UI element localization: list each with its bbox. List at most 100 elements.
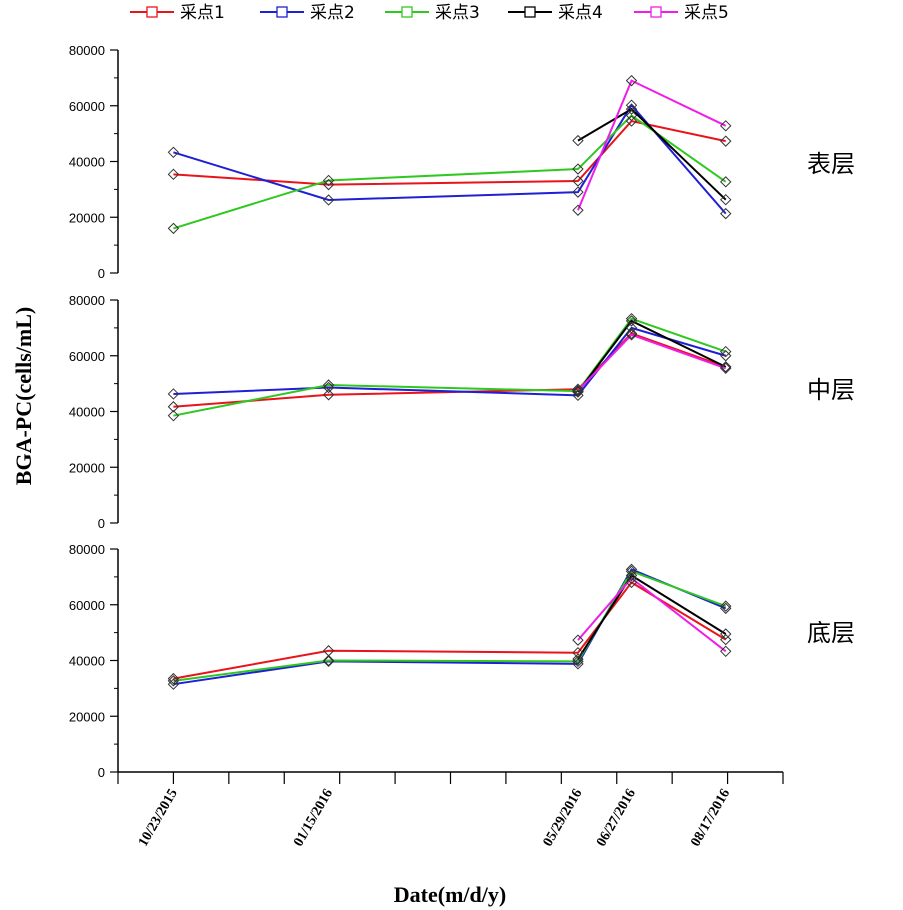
series-line [577, 574, 727, 660]
data-point-marker [572, 658, 584, 670]
legend-marker [524, 6, 536, 18]
legend-label: 采点4 [558, 3, 603, 23]
y-tick-label: 40000 [69, 654, 105, 669]
data-point-marker [572, 384, 584, 397]
data-point-marker [720, 602, 732, 615]
data-point-marker [572, 386, 584, 398]
data-point-marker [572, 634, 584, 646]
data-point-marker [322, 654, 335, 667]
data-point-marker [572, 655, 584, 668]
data-point-marker [572, 383, 584, 395]
data-point-marker [625, 572, 638, 584]
data-point-marker [167, 672, 180, 685]
data-point-marker [167, 222, 180, 235]
data-point-marker [720, 120, 732, 132]
data-point-marker [322, 178, 335, 191]
series-line [173, 570, 727, 682]
data-point-marker [625, 115, 638, 127]
legend-marker [276, 6, 288, 18]
panel-label: 中层 [807, 376, 855, 404]
data-point-marker [322, 389, 335, 401]
data-point-marker [625, 329, 638, 341]
series-line [173, 332, 727, 408]
data-point-marker [167, 401, 180, 413]
data-point-marker [572, 134, 584, 147]
chart-panels: 0 20000 40000 60000 80000 表层 0 20000 40000 60000 8… [69, 43, 855, 784]
y-axis-title: BGA-PC(cells/mL) [11, 307, 36, 485]
x-tick-label: 05/29/2016 [541, 787, 586, 850]
legend-label: 采点5 [684, 3, 729, 23]
data-point-marker [720, 176, 732, 188]
y-tick-label: 80000 [69, 293, 105, 308]
data-point-marker [167, 675, 180, 687]
y-tick-label: 40000 [69, 155, 105, 170]
y-tick-label: 60000 [69, 349, 105, 364]
y-tick-label: 0 [98, 266, 105, 281]
y-tick-label: 80000 [69, 542, 105, 557]
x-tick-label: 10/23/2015 [136, 787, 181, 850]
data-point-marker [322, 655, 335, 668]
data-point-marker [572, 204, 584, 216]
y-tick-label: 60000 [69, 99, 105, 114]
x-tick-label: 06/27/2016 [594, 787, 639, 850]
data-point-marker [322, 174, 335, 187]
y-tick-label: 20000 [69, 210, 105, 225]
data-point-marker [720, 350, 732, 362]
chart-panel: 0 20000 40000 60000 80000 中层 [69, 293, 855, 531]
y-tick-label: 20000 [69, 709, 105, 724]
y-tick-label: 80000 [69, 43, 105, 58]
legend-label: 采点2 [310, 3, 355, 23]
series-line [173, 114, 727, 230]
series-line [577, 333, 727, 392]
series-line [577, 576, 727, 653]
legend-marker [650, 6, 662, 18]
data-point-marker [720, 345, 732, 358]
data-point-marker [167, 146, 180, 159]
panel-label: 底层 [807, 619, 855, 647]
y-tick-label: 0 [98, 765, 105, 780]
data-point-marker [625, 74, 638, 87]
data-point-marker [322, 194, 335, 206]
legend: 采点1 采点2 采点3 采点4 采点5 [130, 3, 729, 23]
series-line [577, 319, 727, 393]
data-point-marker [625, 312, 638, 325]
x-axis-tick-labels: 10/23/2015 01/15/2016 05/29/2016 06/27/2016… [136, 787, 733, 850]
legend-marker [146, 6, 158, 18]
chart-panel: 0 20000 40000 60000 80000 底层 [69, 542, 855, 784]
data-point-marker [572, 653, 584, 665]
data-point-marker [720, 600, 732, 612]
data-point-marker [720, 193, 732, 206]
y-tick-label: 20000 [69, 460, 105, 475]
data-point-marker [625, 565, 638, 578]
data-point-marker [720, 362, 732, 375]
y-tick-label: 60000 [69, 598, 105, 613]
y-tick-label: 40000 [69, 405, 105, 420]
legend-label: 采点3 [435, 3, 480, 23]
data-point-marker [625, 109, 638, 122]
data-point-marker [720, 628, 732, 640]
data-point-marker [625, 569, 638, 582]
data-point-marker [625, 327, 638, 340]
data-point-marker [572, 163, 584, 175]
data-point-marker [625, 563, 638, 576]
y-tick-label: 0 [98, 516, 105, 531]
series-line [173, 103, 727, 215]
x-tick-label: 08/17/2016 [688, 787, 733, 850]
data-point-marker [720, 135, 732, 147]
data-point-marker [720, 633, 732, 646]
x-axis-title: Date(m/d/y) [394, 882, 506, 907]
data-point-marker [625, 576, 638, 589]
x-tick-label: 01/15/2016 [291, 787, 336, 850]
panel-label: 表层 [807, 150, 855, 178]
series-line [173, 581, 727, 680]
data-point-marker [625, 103, 638, 115]
data-point-marker [572, 175, 584, 187]
data-point-marker [322, 381, 335, 394]
data-point-marker [720, 361, 732, 373]
data-point-marker [625, 315, 638, 327]
chart-panel: 0 20000 40000 60000 80000 表层 [69, 43, 855, 281]
data-point-marker [167, 168, 180, 181]
data-point-marker [720, 645, 732, 658]
series-line [173, 119, 726, 186]
